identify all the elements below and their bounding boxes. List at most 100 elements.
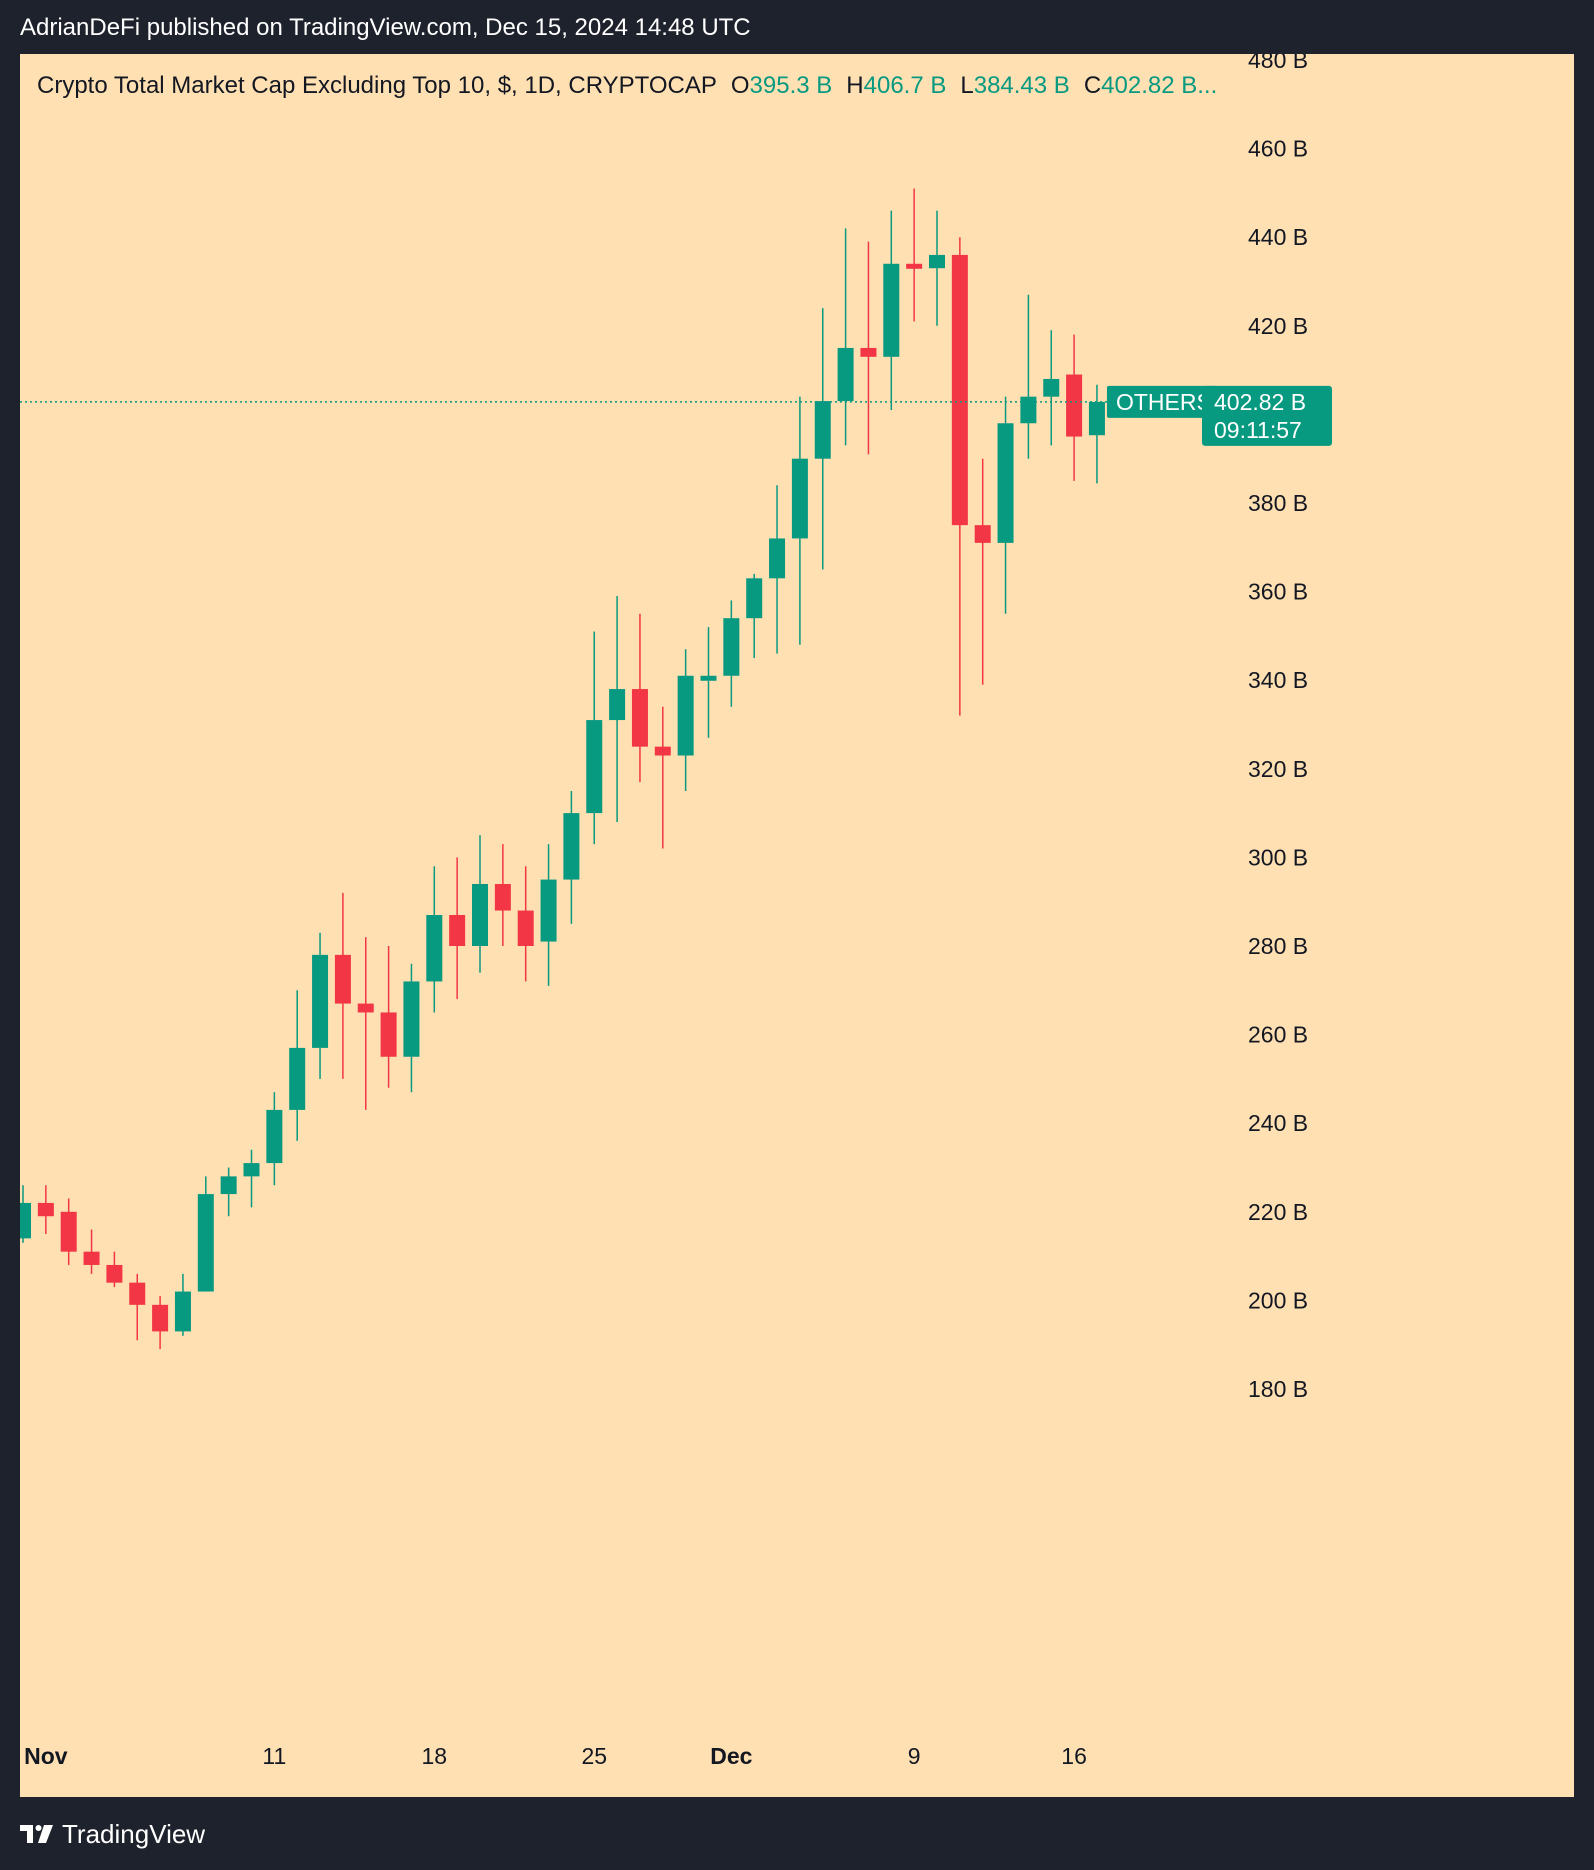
- candle[interactable]: [1066, 334, 1083, 481]
- candle[interactable]: [837, 228, 854, 446]
- candle[interactable]: [289, 990, 306, 1141]
- candle-body: [197, 1194, 214, 1292]
- candle-body: [380, 1012, 397, 1057]
- candle[interactable]: [1020, 294, 1037, 459]
- candle-body: [289, 1047, 306, 1110]
- candle-body: [494, 883, 511, 911]
- candle[interactable]: [723, 600, 740, 707]
- legend-close-label: C: [1083, 72, 1102, 99]
- candle-body: [631, 689, 648, 747]
- candle-body: [677, 675, 694, 756]
- legend-high-label: H: [846, 72, 864, 99]
- candle[interactable]: [929, 210, 945, 326]
- legend-close-value: 402.82 B...: [1101, 72, 1218, 99]
- candle[interactable]: [586, 631, 603, 845]
- candle[interactable]: [152, 1295, 169, 1350]
- candle[interactable]: [380, 946, 397, 1088]
- candle-body: [746, 578, 763, 619]
- y-tick-label: 480 B: [1248, 54, 1308, 73]
- y-tick-label: 200 B: [1248, 1287, 1308, 1313]
- candle-body: [974, 525, 991, 543]
- candle[interactable]: [106, 1251, 123, 1288]
- candle[interactable]: [677, 649, 694, 791]
- candle[interactable]: [1043, 330, 1060, 446]
- y-tick-label: 240 B: [1248, 1110, 1308, 1136]
- candle[interactable]: [814, 308, 831, 570]
- candle[interactable]: [700, 627, 717, 738]
- candle[interactable]: [20, 1185, 31, 1243]
- legend-low-label: L: [960, 72, 974, 99]
- candle[interactable]: [403, 963, 420, 1093]
- candle[interactable]: [791, 396, 808, 645]
- symbol-tag: [1106, 385, 1217, 418]
- price-tag-value: 402.82 B: [1214, 389, 1306, 415]
- candle-body: [129, 1282, 146, 1305]
- candle-body: [106, 1264, 123, 1283]
- candle[interactable]: [243, 1149, 260, 1208]
- candle-body: [700, 675, 717, 681]
- candle-body: [814, 401, 831, 459]
- candle[interactable]: [860, 241, 877, 455]
- y-tick-label: 440 B: [1248, 224, 1308, 250]
- candle[interactable]: [83, 1229, 100, 1274]
- tradingview-logo[interactable]: TradingView: [20, 1816, 205, 1852]
- candle-body: [563, 813, 580, 880]
- symbol-legend: Crypto Total Market Cap Excluding Top 10…: [37, 72, 1217, 100]
- tradingview-brand: TradingView: [62, 1818, 206, 1849]
- x-tick-label: 25: [581, 1743, 607, 1769]
- y-tick-label: 260 B: [1248, 1022, 1308, 1048]
- candle[interactable]: [426, 866, 443, 1013]
- candle[interactable]: [974, 458, 991, 685]
- candle[interactable]: [654, 706, 671, 849]
- y-tick-label: 180 B: [1248, 1376, 1308, 1402]
- candle-body: [334, 954, 351, 1004]
- candle[interactable]: [472, 835, 488, 973]
- candle[interactable]: [769, 485, 786, 654]
- candle-body: [586, 720, 603, 814]
- y-tick-label: 380 B: [1248, 490, 1308, 516]
- candle[interactable]: [357, 937, 374, 1110]
- candle[interactable]: [334, 892, 351, 1079]
- y-tick-label: 420 B: [1248, 313, 1308, 339]
- candle[interactable]: [449, 857, 466, 1000]
- candle[interactable]: [129, 1273, 146, 1341]
- candle[interactable]: [266, 1092, 283, 1186]
- candle[interactable]: [540, 844, 557, 986]
- y-tick-label: 460 B: [1248, 136, 1308, 162]
- candles: [20, 188, 1105, 1350]
- candle-body: [403, 981, 420, 1057]
- candle[interactable]: [37, 1185, 54, 1234]
- candle-body: [152, 1304, 169, 1332]
- candle[interactable]: [174, 1273, 191, 1336]
- candle[interactable]: [631, 613, 648, 783]
- x-tick-label: Dec: [710, 1743, 752, 1769]
- candle-body: [220, 1176, 237, 1195]
- y-tick-label: 360 B: [1248, 579, 1308, 605]
- candle-body: [1066, 374, 1083, 437]
- candle[interactable]: [517, 866, 534, 982]
- candle[interactable]: [220, 1167, 237, 1217]
- candle[interactable]: [906, 188, 923, 322]
- candle[interactable]: [609, 596, 626, 822]
- candle[interactable]: [883, 210, 900, 410]
- candle[interactable]: [312, 932, 329, 1079]
- candle[interactable]: [746, 573, 763, 659]
- x-tick-label: Nov: [24, 1743, 68, 1769]
- candle[interactable]: [197, 1176, 214, 1292]
- candle-body: [37, 1202, 54, 1217]
- candle[interactable]: [1088, 384, 1105, 484]
- candle-body: [769, 538, 786, 579]
- candle-body: [860, 347, 877, 357]
- candle[interactable]: [997, 396, 1014, 614]
- candle[interactable]: [494, 844, 511, 946]
- candle-body: [517, 910, 534, 946]
- candle[interactable]: [563, 790, 580, 924]
- candle[interactable]: [951, 237, 968, 716]
- candle-body: [357, 1003, 374, 1013]
- candle-body: [174, 1291, 191, 1332]
- candle[interactable]: [60, 1198, 77, 1265]
- candle-body: [472, 883, 488, 946]
